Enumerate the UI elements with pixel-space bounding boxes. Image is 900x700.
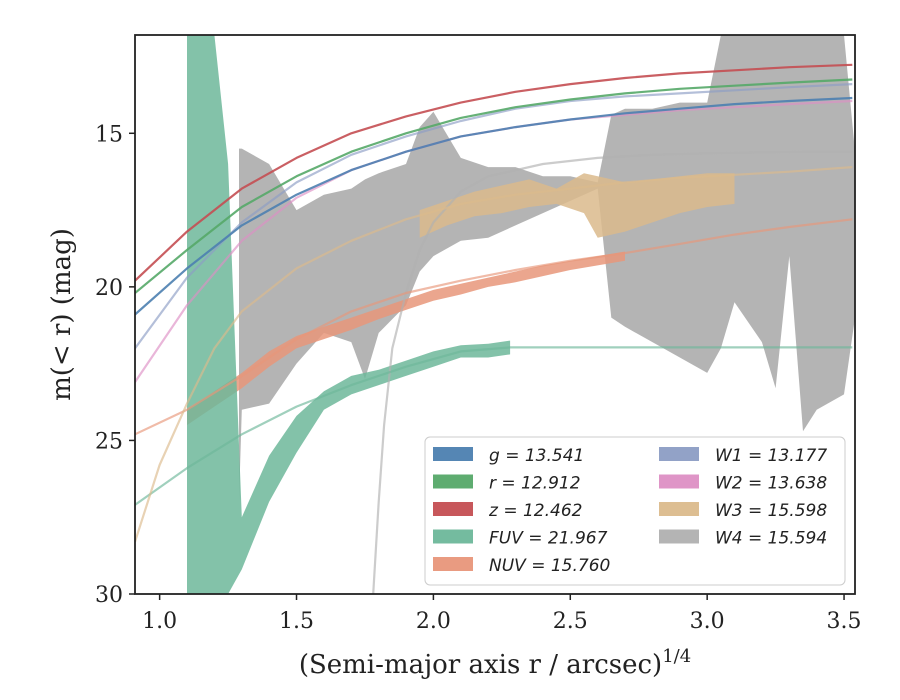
legend-label-fuv: FUV = 21.967 [489,529,608,549]
x-tick-label: 2.5 [553,609,588,634]
uncertainty-bands [187,35,855,594]
y-tick-label: 15 [95,122,123,147]
series-lines [135,63,853,594]
x-axis-label: (Semi-major axis r / arcsec)1/4 [299,646,691,680]
line-z [135,63,853,282]
legend-label-g: g = 13.541 [489,446,584,466]
x-tick-label: 2.0 [416,609,451,634]
plot-frame [134,34,856,595]
y-axis-label: m(< r) (mag) [47,228,77,401]
legend-swatch-r [433,474,473,489]
band-fuv [187,35,511,594]
legend-swatch-w4 [659,529,699,544]
line-w3 [135,166,853,543]
axes: 1.0 1.5 2.0 2.5 3.0 3.5 15 20 25 30 (Semi-major ax… [47,34,862,680]
legend: g = 13.541 r = 12.912 z = 12.462 FUV = 21.9… [424,436,846,586]
legend-swatch-fuv [433,529,473,544]
legend-label-r: r = 12.912 [489,474,581,494]
legend-label-w3: W3 = 15.598 [715,501,827,521]
y-tick-label: 30 [95,583,123,608]
x-tick-label: 1.5 [279,609,314,634]
line-nuv [135,218,853,436]
legend-label-w1: W1 = 13.177 [715,446,827,466]
legend-swatch-w3 [659,502,699,516]
legend-swatch-w2 [659,474,699,489]
legend-label-z: z = 12.462 [488,501,582,521]
band-w3 [419,173,735,238]
legend-label-w4: W4 = 15.594 [715,529,827,549]
line-w4 [372,150,853,594]
x-tick-label: 3.5 [827,609,862,634]
line-fuv [135,346,853,506]
legend-swatch-z [433,502,473,516]
line-r [135,78,853,294]
y-tick-label: 20 [95,276,123,301]
legend-swatch-g [433,447,473,461]
x-tick-label: 3.0 [690,609,725,634]
band-w4 [239,35,855,502]
line-w1 [135,83,853,349]
legend-swatch-w1 [659,447,699,461]
legend-swatch-nuv [433,557,473,571]
y-tick-label: 25 [95,429,123,454]
line-g [135,96,853,316]
x-tick-label: 1.0 [142,609,177,634]
legend-label-w2: W2 = 13.638 [715,474,827,494]
legend-box [424,436,846,586]
legend-label-nuv: NUV = 15.760 [489,556,610,576]
